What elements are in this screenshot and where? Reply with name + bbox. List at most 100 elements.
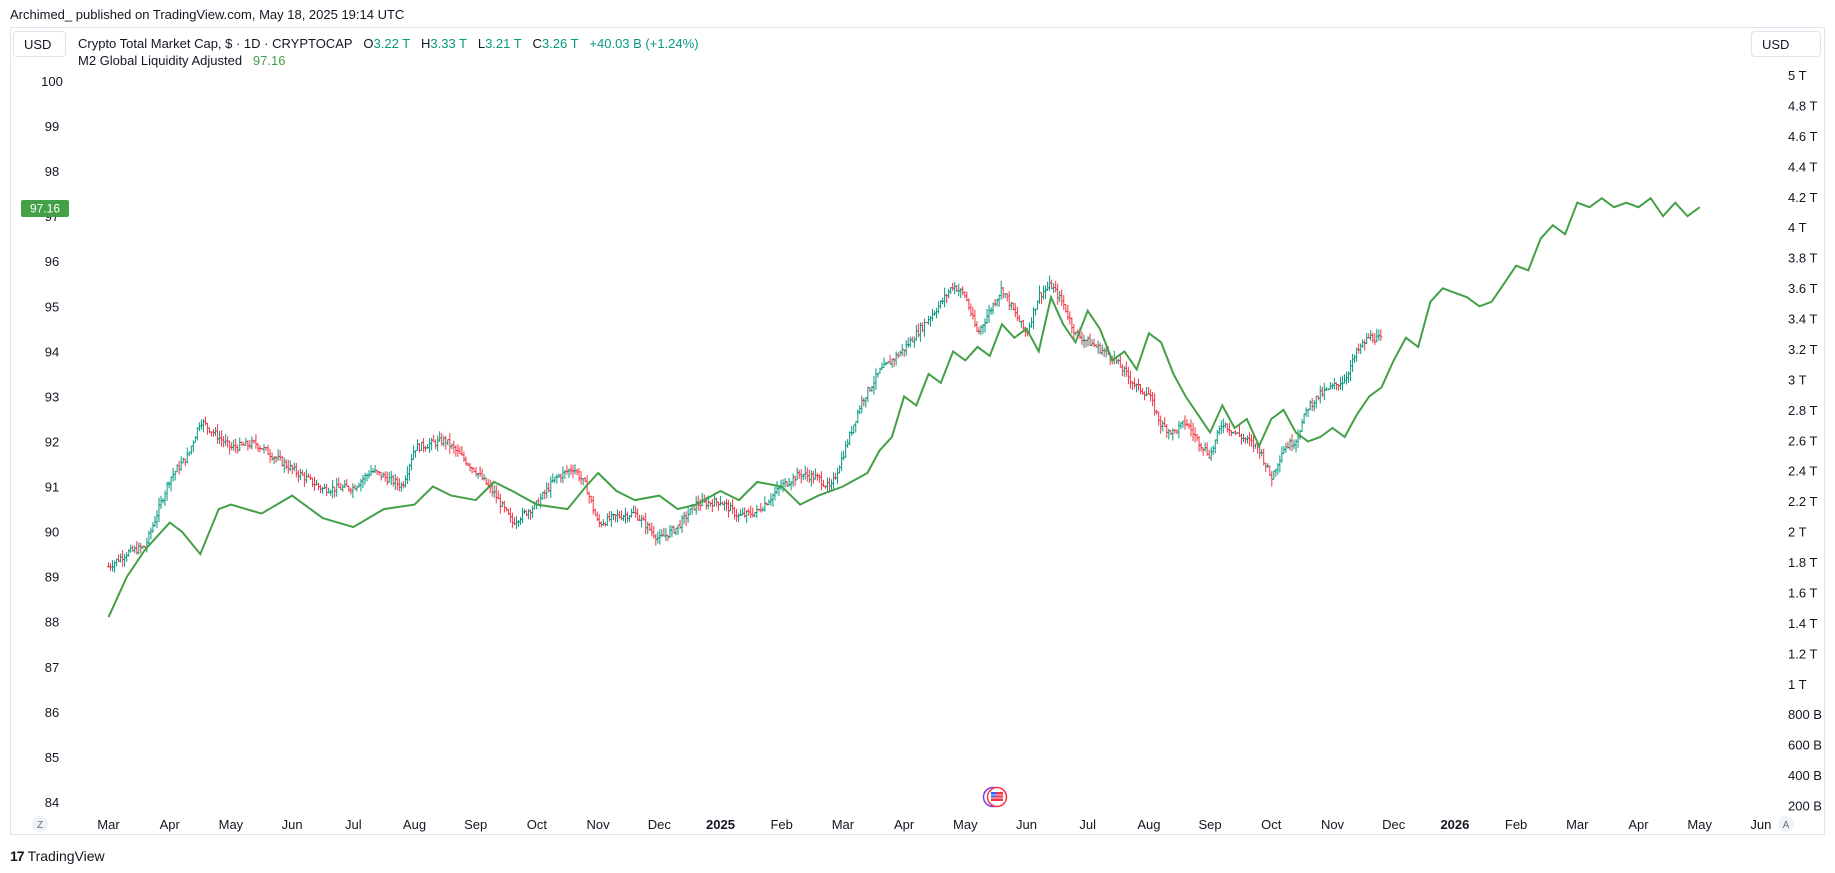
- price-badge-bg: [21, 200, 69, 217]
- flag-icon[interactable]: [982, 786, 1008, 808]
- chart-frame: [10, 27, 1825, 835]
- m2-line: [107, 196, 1701, 618]
- price-badge: 97.16: [30, 202, 60, 216]
- change-value: +40.03 B (+1.24%): [589, 36, 699, 51]
- right-tick-label: 3 T: [1788, 372, 1807, 387]
- zoom-corner-left[interactable]: Z: [32, 816, 48, 832]
- close-value: 3.26 T: [541, 36, 579, 51]
- footer-brand[interactable]: TradingView: [27, 848, 105, 864]
- right-tick-label: 1 T: [1788, 677, 1807, 692]
- time-tick-label: May: [953, 817, 978, 832]
- left-tick-label: 89: [45, 570, 59, 585]
- right-tick-label: 5 T: [1788, 68, 1807, 83]
- time-tick-label: Sep: [1199, 817, 1222, 832]
- time-tick-label: Aug: [403, 817, 426, 832]
- low-value: 3.21 T: [485, 36, 522, 51]
- open-label: O: [363, 36, 374, 51]
- right-tick-label: 4.4 T: [1788, 159, 1817, 174]
- tradingview-logo-icon[interactable]: 17: [10, 848, 25, 864]
- left-tick-label: 94: [45, 344, 59, 359]
- svg-text:Z: Z: [37, 820, 43, 831]
- right-tick-label: 4.2 T: [1788, 190, 1817, 205]
- time-tick-label: May: [1687, 817, 1712, 832]
- right-axis: 5 T 4.8 T 4.6 T 4.4 T 4.2 T 4 T 3.8 T 3.6 T 3.4 …: [1788, 68, 1822, 814]
- left-tick-label: 99: [45, 119, 59, 134]
- right-tick-label: 600 B: [1788, 738, 1822, 753]
- right-tick-label: 2.4 T: [1788, 464, 1817, 479]
- right-tick-label: 3.4 T: [1788, 312, 1817, 327]
- svg-text:A: A: [1783, 820, 1790, 831]
- left-tick-label: 100: [41, 74, 63, 89]
- left-tick-label: 95: [45, 299, 59, 314]
- right-tick-label: 2 T: [1788, 525, 1807, 540]
- right-tick-label: 800 B: [1788, 707, 1822, 722]
- high-label: H: [420, 36, 431, 51]
- indicator-value: 97.16: [252, 53, 286, 68]
- time-tick-label: Mar: [97, 817, 120, 832]
- right-tick-label: 2.8 T: [1788, 403, 1817, 418]
- open-value: 3.22 T: [373, 36, 411, 51]
- left-tick-label: 91: [45, 480, 59, 495]
- time-tick-label: Oct: [1261, 817, 1282, 832]
- right-tick-label: 3.6 T: [1788, 281, 1817, 296]
- right-tick-label: 200 B: [1788, 799, 1822, 814]
- time-tick-label: Nov: [1321, 817, 1345, 832]
- time-tick-label: Aug: [1137, 817, 1160, 832]
- right-tick-label: 1.2 T: [1788, 646, 1817, 661]
- time-tick-label: Apr: [894, 817, 915, 832]
- left-tick-label: 88: [45, 615, 59, 630]
- symbol-title[interactable]: Crypto Total Market Cap, $ · 1D · CRYPTO…: [78, 36, 353, 51]
- right-tick-label: 400 B: [1788, 768, 1822, 783]
- legend-row-indicator: M2 Global Liquidity Adjusted 97.16: [78, 52, 699, 69]
- time-tick-label: Apr: [160, 817, 181, 832]
- zoom-corner-right[interactable]: A: [1778, 816, 1794, 832]
- time-tick-label: Jul: [345, 817, 362, 832]
- low-label: L: [477, 36, 486, 51]
- left-axis: 10099989796959493929190898887868584: [41, 74, 63, 810]
- time-tick-label: Jun: [1750, 817, 1771, 832]
- time-tick-label: 2026: [1440, 817, 1469, 832]
- right-tick-label: 3.8 T: [1788, 251, 1817, 266]
- close-label: C: [532, 36, 542, 51]
- left-tick-label: 84: [45, 795, 59, 810]
- right-tick-label: 4 T: [1788, 220, 1807, 235]
- right-tick-label: 1.6 T: [1788, 585, 1817, 600]
- time-tick-label: Feb: [1505, 817, 1527, 832]
- left-tick-label: 92: [45, 434, 59, 449]
- legend-row-main: Crypto Total Market Cap, $ · 1D · CRYPTO…: [78, 35, 699, 52]
- right-tick-label: 4.6 T: [1788, 129, 1817, 144]
- right-tick-label: 4.8 T: [1788, 98, 1817, 113]
- right-tick-label: 2.6 T: [1788, 433, 1817, 448]
- left-currency-button[interactable]: USD: [13, 31, 66, 57]
- time-tick-label: Mar: [1566, 817, 1589, 832]
- market-cap-bars: [107, 275, 1383, 573]
- left-tick-label: 87: [45, 660, 59, 675]
- time-tick-label: Mar: [832, 817, 855, 832]
- time-tick-label: Jun: [1016, 817, 1037, 832]
- right-tick-label: 2.2 T: [1788, 494, 1817, 509]
- chart-legend: Crypto Total Market Cap, $ · 1D · CRYPTO…: [78, 35, 699, 69]
- time-tick-label: Dec: [1382, 817, 1406, 832]
- time-tick-label: Sep: [464, 817, 487, 832]
- time-tick-label: May: [219, 817, 244, 832]
- time-tick-label: Jul: [1079, 817, 1096, 832]
- right-tick-label: 1.4 T: [1788, 616, 1817, 631]
- left-tick-label: 85: [45, 750, 59, 765]
- right-tick-label: 1.8 T: [1788, 555, 1817, 570]
- footer: 17 TradingView: [10, 848, 105, 864]
- left-tick-label: 96: [45, 254, 59, 269]
- time-tick-label: 2025: [706, 817, 735, 832]
- left-tick-label: 86: [45, 705, 59, 720]
- time-tick-label: Feb: [770, 817, 792, 832]
- time-tick-label: Nov: [587, 817, 611, 832]
- left-tick-label: 90: [45, 525, 59, 540]
- left-tick-label: 98: [45, 164, 59, 179]
- right-currency-button[interactable]: USD: [1751, 31, 1821, 57]
- time-tick-label: Apr: [1628, 817, 1649, 832]
- time-axis: Mar Apr May Jun Jul Aug Sep Oct Nov Dec 2025 Feb Mar…: [97, 817, 1771, 832]
- right-tick-label: 3.2 T: [1788, 342, 1817, 357]
- left-tick-label: 93: [45, 389, 59, 404]
- time-tick-label: Jun: [282, 817, 303, 832]
- indicator-name[interactable]: M2 Global Liquidity Adjusted: [78, 53, 243, 68]
